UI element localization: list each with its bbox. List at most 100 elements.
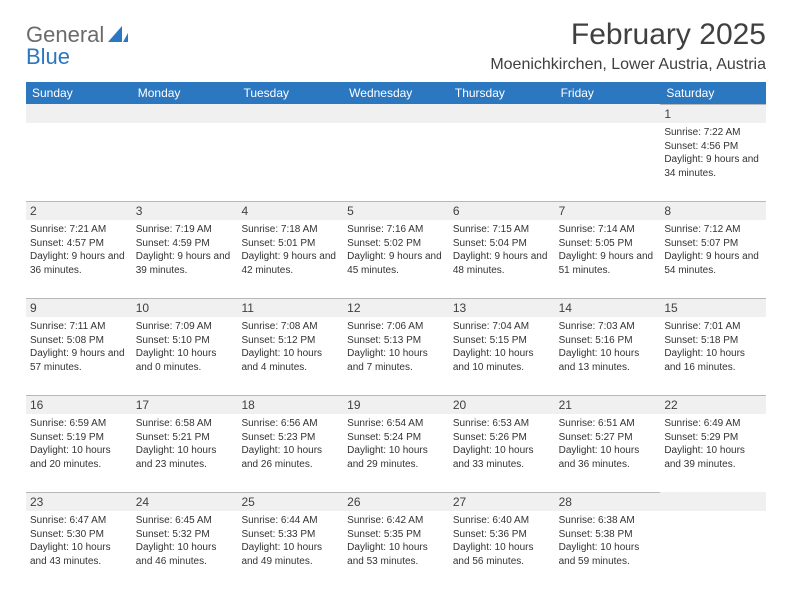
sunset-line: Sunset: 5:30 PM [30, 528, 128, 542]
day-details: Sunrise: 6:49 AMSunset: 5:29 PMDaylight:… [664, 417, 762, 471]
day-cell [343, 123, 449, 201]
sunrise-line: Sunrise: 7:16 AM [347, 223, 445, 237]
sunrise-line: Sunrise: 7:09 AM [136, 320, 234, 334]
calendar-grid: SundayMondayTuesdayWednesdayThursdayFrid… [26, 82, 766, 589]
sunrise-line: Sunrise: 6:49 AM [664, 417, 762, 431]
sunset-line: Sunset: 5:10 PM [136, 334, 234, 348]
daylight-line: Daylight: 10 hours and 0 minutes. [136, 347, 234, 374]
sunrise-line: Sunrise: 7:11 AM [30, 320, 128, 334]
day-details: Sunrise: 7:15 AMSunset: 5:04 PMDaylight:… [453, 223, 551, 277]
daylight-line: Daylight: 10 hours and 23 minutes. [136, 444, 234, 471]
sunrise-line: Sunrise: 7:06 AM [347, 320, 445, 334]
sunrise-line: Sunrise: 6:38 AM [559, 514, 657, 528]
day-cell: Sunrise: 7:06 AMSunset: 5:13 PMDaylight:… [343, 317, 449, 395]
day-number: 14 [555, 298, 661, 317]
day-cell: Sunrise: 7:08 AMSunset: 5:12 PMDaylight:… [237, 317, 343, 395]
day-number [343, 104, 449, 123]
day-details: Sunrise: 7:16 AMSunset: 5:02 PMDaylight:… [347, 223, 445, 277]
weekday-header: Sunday [26, 82, 132, 104]
day-number: 2 [26, 201, 132, 220]
sunrise-line: Sunrise: 6:59 AM [30, 417, 128, 431]
daylight-line: Daylight: 10 hours and 56 minutes. [453, 541, 551, 568]
day-details: Sunrise: 6:44 AMSunset: 5:33 PMDaylight:… [241, 514, 339, 568]
sunrise-line: Sunrise: 7:04 AM [453, 320, 551, 334]
day-details: Sunrise: 6:58 AMSunset: 5:21 PMDaylight:… [136, 417, 234, 471]
daylight-line: Daylight: 10 hours and 20 minutes. [30, 444, 128, 471]
daylight-line: Daylight: 9 hours and 39 minutes. [136, 250, 234, 277]
sunrise-line: Sunrise: 7:03 AM [559, 320, 657, 334]
day-cell: Sunrise: 7:21 AMSunset: 4:57 PMDaylight:… [26, 220, 132, 298]
day-details: Sunrise: 7:01 AMSunset: 5:18 PMDaylight:… [664, 320, 762, 374]
day-details: Sunrise: 7:21 AMSunset: 4:57 PMDaylight:… [30, 223, 128, 277]
sunrise-line: Sunrise: 7:01 AM [664, 320, 762, 334]
day-number [660, 492, 766, 511]
sunrise-line: Sunrise: 6:40 AM [453, 514, 551, 528]
logo: General Blue [26, 18, 128, 68]
sunset-line: Sunset: 4:56 PM [664, 140, 762, 154]
weekday-header: Friday [555, 82, 661, 104]
day-number: 26 [343, 492, 449, 511]
day-details: Sunrise: 6:40 AMSunset: 5:36 PMDaylight:… [453, 514, 551, 568]
daylight-line: Daylight: 9 hours and 57 minutes. [30, 347, 128, 374]
day-details: Sunrise: 7:03 AMSunset: 5:16 PMDaylight:… [559, 320, 657, 374]
daylight-line: Daylight: 10 hours and 49 minutes. [241, 541, 339, 568]
daylight-line: Daylight: 10 hours and 39 minutes. [664, 444, 762, 471]
day-details: Sunrise: 6:56 AMSunset: 5:23 PMDaylight:… [241, 417, 339, 471]
sunrise-line: Sunrise: 6:58 AM [136, 417, 234, 431]
sunset-line: Sunset: 5:38 PM [559, 528, 657, 542]
sunset-line: Sunset: 5:23 PM [241, 431, 339, 445]
daylight-line: Daylight: 9 hours and 42 minutes. [241, 250, 339, 277]
sunset-line: Sunset: 5:08 PM [30, 334, 128, 348]
sunset-line: Sunset: 4:59 PM [136, 237, 234, 251]
sunset-line: Sunset: 5:16 PM [559, 334, 657, 348]
day-number: 25 [237, 492, 343, 511]
day-details: Sunrise: 6:38 AMSunset: 5:38 PMDaylight:… [559, 514, 657, 568]
day-cell [132, 123, 238, 201]
day-cell: Sunrise: 7:19 AMSunset: 4:59 PMDaylight:… [132, 220, 238, 298]
day-number: 21 [555, 395, 661, 414]
day-cell: Sunrise: 7:04 AMSunset: 5:15 PMDaylight:… [449, 317, 555, 395]
day-number: 4 [237, 201, 343, 220]
sunrise-line: Sunrise: 7:08 AM [241, 320, 339, 334]
calendar-page: General Blue February 2025 Moenichkirche… [0, 0, 792, 589]
logo-word-2: Blue [26, 44, 70, 69]
day-details: Sunrise: 6:54 AMSunset: 5:24 PMDaylight:… [347, 417, 445, 471]
day-number: 13 [449, 298, 555, 317]
daylight-line: Daylight: 10 hours and 46 minutes. [136, 541, 234, 568]
sunset-line: Sunset: 5:32 PM [136, 528, 234, 542]
day-number: 10 [132, 298, 238, 317]
day-number: 18 [237, 395, 343, 414]
daylight-line: Daylight: 9 hours and 54 minutes. [664, 250, 762, 277]
sunset-line: Sunset: 5:29 PM [664, 431, 762, 445]
sunrise-line: Sunrise: 6:42 AM [347, 514, 445, 528]
sunset-line: Sunset: 5:24 PM [347, 431, 445, 445]
day-number: 27 [449, 492, 555, 511]
day-number: 1 [660, 104, 766, 123]
day-number: 3 [132, 201, 238, 220]
day-details: Sunrise: 7:22 AMSunset: 4:56 PMDaylight:… [664, 126, 762, 180]
daylight-line: Daylight: 10 hours and 29 minutes. [347, 444, 445, 471]
sunrise-line: Sunrise: 7:14 AM [559, 223, 657, 237]
sunset-line: Sunset: 5:15 PM [453, 334, 551, 348]
day-cell [237, 123, 343, 201]
page-header: General Blue February 2025 Moenichkirche… [26, 18, 766, 74]
day-number: 20 [449, 395, 555, 414]
day-cell: Sunrise: 6:54 AMSunset: 5:24 PMDaylight:… [343, 414, 449, 492]
day-number [132, 104, 238, 123]
sunset-line: Sunset: 5:19 PM [30, 431, 128, 445]
day-cell: Sunrise: 7:11 AMSunset: 5:08 PMDaylight:… [26, 317, 132, 395]
day-details: Sunrise: 7:19 AMSunset: 4:59 PMDaylight:… [136, 223, 234, 277]
week-row: Sunrise: 6:47 AMSunset: 5:30 PMDaylight:… [26, 511, 766, 589]
sunrise-line: Sunrise: 7:15 AM [453, 223, 551, 237]
week-row: Sunrise: 6:59 AMSunset: 5:19 PMDaylight:… [26, 414, 766, 492]
day-details: Sunrise: 6:47 AMSunset: 5:30 PMDaylight:… [30, 514, 128, 568]
sunrise-line: Sunrise: 7:22 AM [664, 126, 762, 140]
day-number [26, 104, 132, 123]
title-block: February 2025 Moenichkirchen, Lower Aust… [490, 18, 766, 74]
day-cell: Sunrise: 7:01 AMSunset: 5:18 PMDaylight:… [660, 317, 766, 395]
daynum-row: 9101112131415 [26, 298, 766, 317]
day-cell: Sunrise: 7:22 AMSunset: 4:56 PMDaylight:… [660, 123, 766, 201]
daylight-line: Daylight: 10 hours and 13 minutes. [559, 347, 657, 374]
daynum-row: 2345678 [26, 201, 766, 220]
day-cell: Sunrise: 6:42 AMSunset: 5:35 PMDaylight:… [343, 511, 449, 589]
